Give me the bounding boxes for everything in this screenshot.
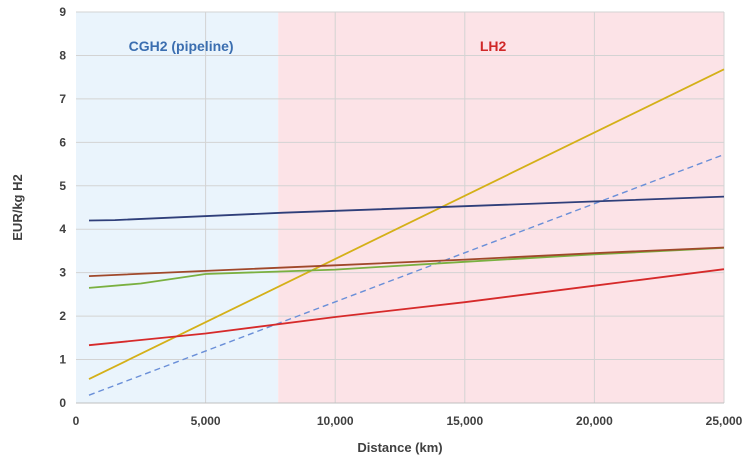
y-tick-label-5: 5 (59, 179, 66, 193)
region-label-0: CGH2 (pipeline) (129, 38, 234, 54)
x-tick-label-4: 20,000 (576, 414, 613, 428)
series-line-2 (88, 195, 725, 222)
y-tick-label-9: 9 (59, 5, 66, 19)
y-tick-label-6: 6 (59, 135, 66, 149)
x-tick-label-5: 25,000 (706, 414, 743, 428)
x-axis-title: Distance (km) (357, 440, 442, 455)
x-tick-label-3: 15,000 (446, 414, 483, 428)
y-tick-label-1: 1 (59, 353, 66, 367)
series-line-0 (88, 68, 725, 380)
x-tick-label-1: 5,000 (191, 414, 221, 428)
region-1 (278, 12, 724, 403)
y-tick-label-7: 7 (59, 92, 66, 106)
region-labels: CGH2 (pipeline) LH2 (129, 38, 507, 54)
x-axis-ticks: 0 5,000 10,000 15,000 20,000 25,000 (73, 414, 743, 428)
region-backgrounds (76, 12, 724, 403)
y-tick-label-8: 8 (59, 48, 66, 62)
y-tick-label-0: 0 (59, 396, 66, 410)
series-line-3 (88, 247, 725, 289)
y-axis-ticks: 0 1 2 3 4 5 6 7 8 9 (59, 5, 66, 410)
series-lines (88, 68, 725, 396)
x-tick-label-0: 0 (73, 414, 80, 428)
y-tick-label-4: 4 (59, 222, 66, 236)
series-line-1 (88, 153, 725, 396)
y-axis-title: EUR/kg H2 (10, 174, 25, 240)
y-tick-label-3: 3 (59, 266, 66, 280)
x-tick-label-2: 10,000 (317, 414, 354, 428)
y-tick-label-2: 2 (59, 309, 66, 323)
series-line-4 (88, 246, 725, 277)
region-0 (76, 12, 279, 403)
region-label-1: LH2 (480, 38, 507, 54)
series-line-5 (88, 268, 725, 347)
